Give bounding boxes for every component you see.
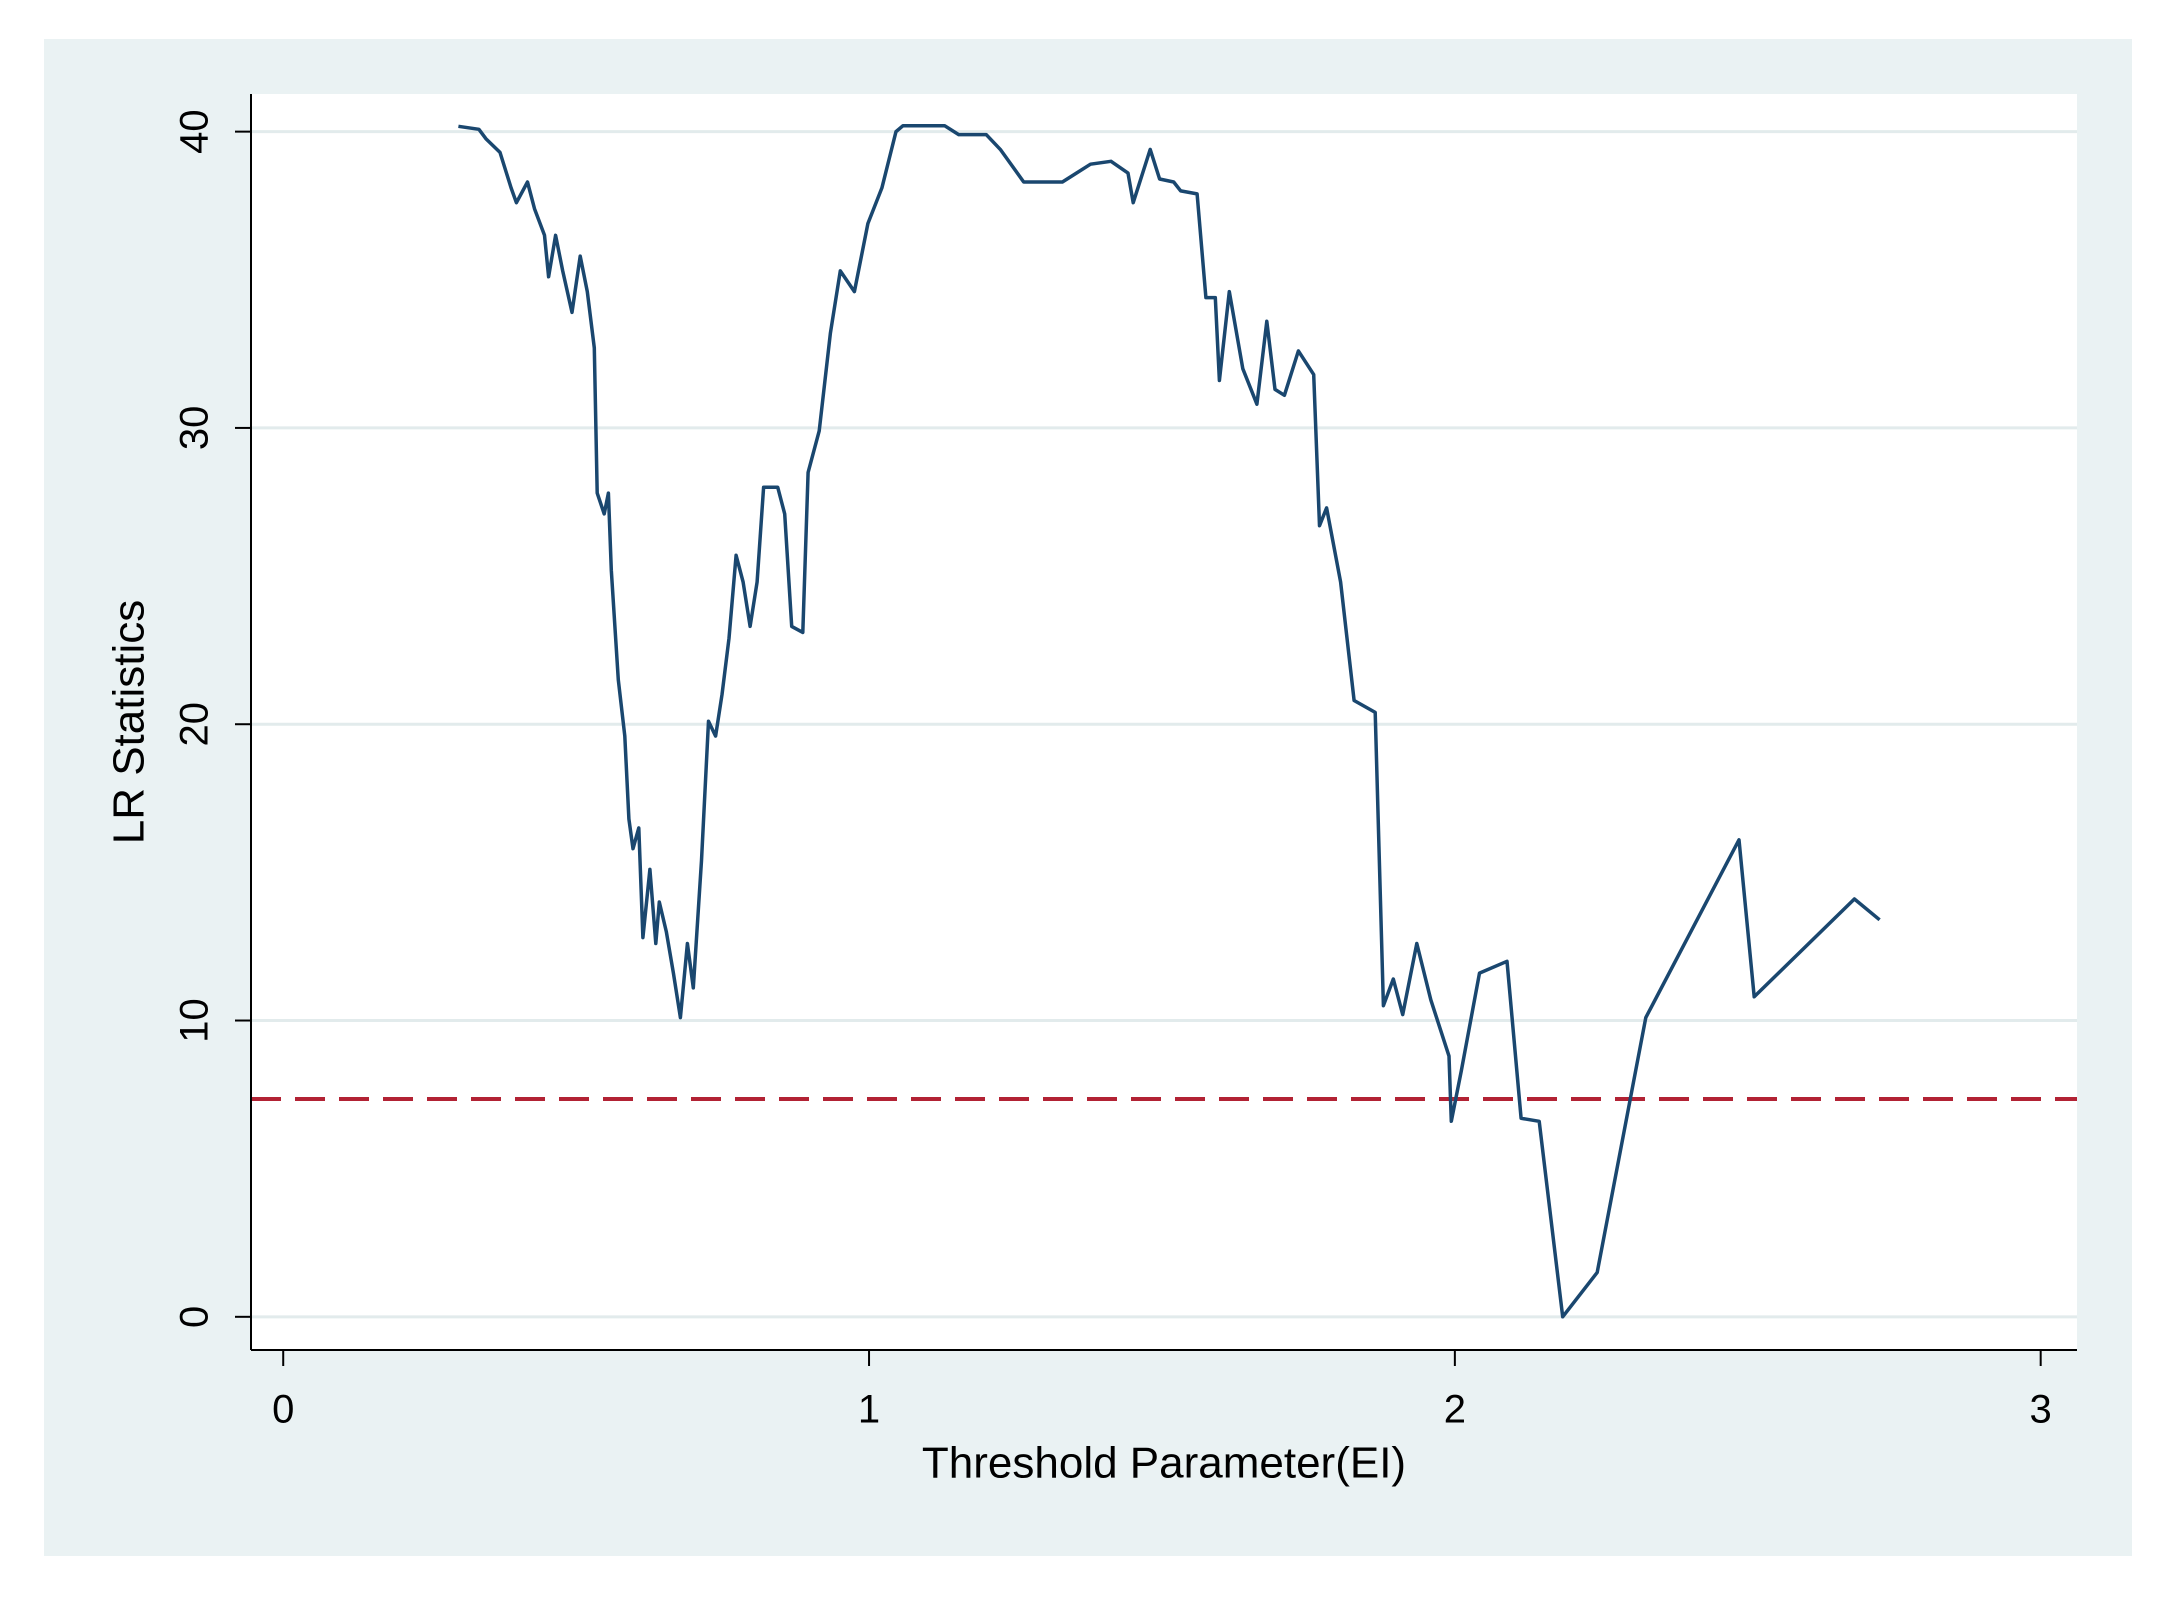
x-tick-label: 1 <box>858 1388 880 1432</box>
x-axis-title: Threshold Parameter(EI) <box>922 1439 1406 1488</box>
y-tick-label: 0 <box>173 1306 217 1328</box>
y-tick-label: 30 <box>173 406 217 451</box>
data-line <box>458 123 1881 1319</box>
y-tick-label: 10 <box>173 998 217 1043</box>
x-tick-label: 2 <box>1444 1388 1466 1432</box>
x-tick-label: 3 <box>2030 1388 2052 1432</box>
y-tick-label: 20 <box>173 702 217 747</box>
marks <box>251 123 2077 1319</box>
plot-area <box>251 94 2077 1350</box>
grid <box>251 130 2077 1319</box>
y-axis-title: LR Statistics <box>105 600 154 845</box>
y-tick-label: 40 <box>173 109 217 154</box>
x-tick-label: 0 <box>272 1388 294 1432</box>
